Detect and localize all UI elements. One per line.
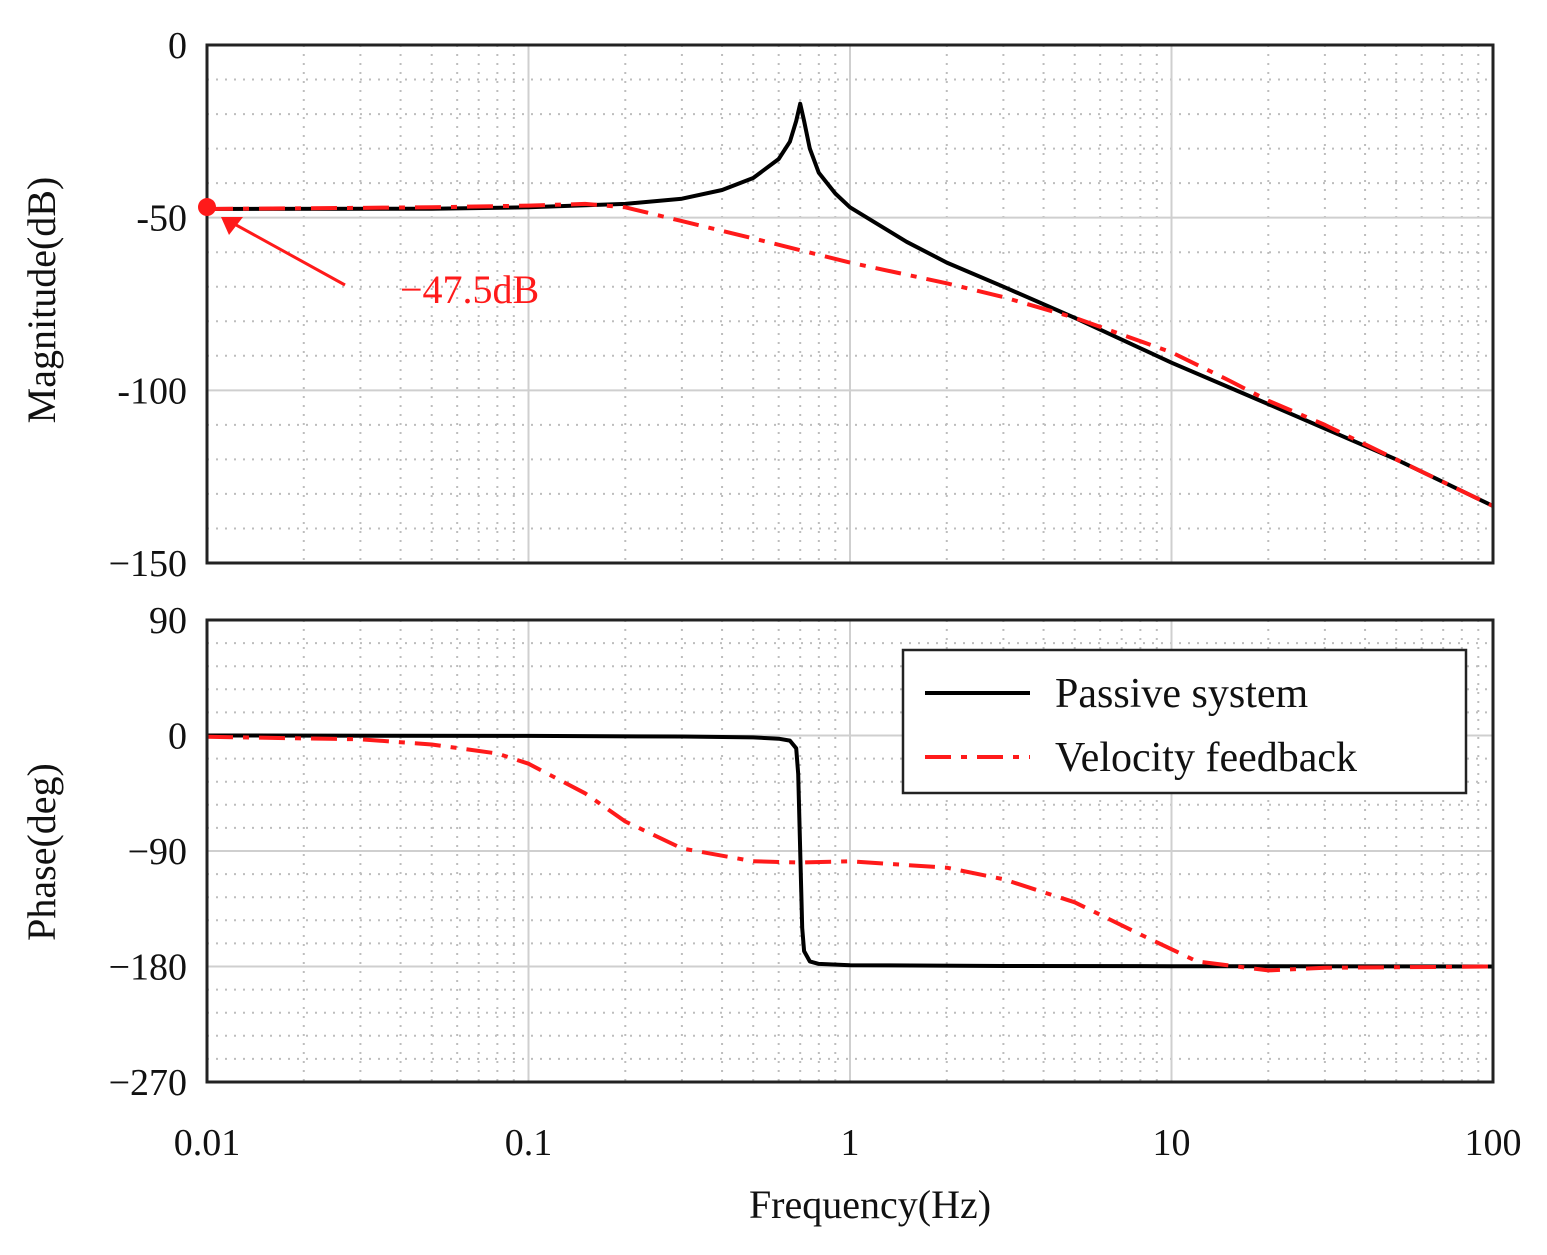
y-tick-label: −180 <box>109 947 187 989</box>
y-tick-label: −90 <box>128 831 187 873</box>
phase-y-tick-labels: 90 0 −90 −180 −270 <box>109 600 187 1104</box>
magnitude-annotation: −47.5dB <box>198 198 539 312</box>
phase-plot-frame <box>205 618 1495 1084</box>
phase-panel: 90 0 −90 −180 −270 Phase(deg) Passive system… <box>19 600 1495 1104</box>
annotation-arrow-line <box>228 219 346 287</box>
y-tick-label: 0 <box>168 716 187 758</box>
passive-system-line-phase <box>206 733 1494 969</box>
legend-label: Velocity feedback <box>1055 735 1357 781</box>
velocity-feedback-line-magnitude <box>206 201 1494 508</box>
x-tick-label: 0.1 <box>505 1122 553 1164</box>
y-tick-label: 0 <box>168 25 187 67</box>
x-tick-labels: 0.01 0.1 1 10 100 <box>174 1122 1522 1164</box>
y-tick-label: −150 <box>109 543 187 585</box>
phase-series <box>206 733 1494 973</box>
y-tick-label: -100 <box>117 370 187 412</box>
magnitude-series <box>206 101 1494 508</box>
x-tick-label: 10 <box>1153 1122 1191 1164</box>
magnitude-y-axis-title: Magnitude(dB) <box>19 177 64 424</box>
x-tick-label: 1 <box>841 1122 860 1164</box>
legend-box <box>901 648 1468 795</box>
x-tick-label: 0.01 <box>174 1122 241 1164</box>
legend-label: Passive system <box>1055 671 1309 717</box>
magnitude-y-tick-labels: 0 -50 -100 −150 <box>109 25 187 585</box>
annotation-arrow-head <box>221 217 243 236</box>
phase-y-axis-title: Phase(deg) <box>19 763 64 941</box>
y-tick-label: −270 <box>109 1062 187 1104</box>
y-tick-label: -50 <box>136 198 187 240</box>
annotation-marker <box>198 198 216 217</box>
x-tick-label: 100 <box>1465 1122 1522 1164</box>
legend: Passive system Velocity feedback <box>901 648 1468 795</box>
x-axis-title: Frequency(Hz) <box>749 1182 991 1227</box>
annotation-label: −47.5dB <box>400 267 539 312</box>
y-tick-label: 90 <box>149 600 187 642</box>
magnitude-plot-frame <box>205 43 1495 565</box>
magnitude-panel: 0 -50 -100 −150 Magnitude(dB) −47.5dB <box>19 25 1495 585</box>
